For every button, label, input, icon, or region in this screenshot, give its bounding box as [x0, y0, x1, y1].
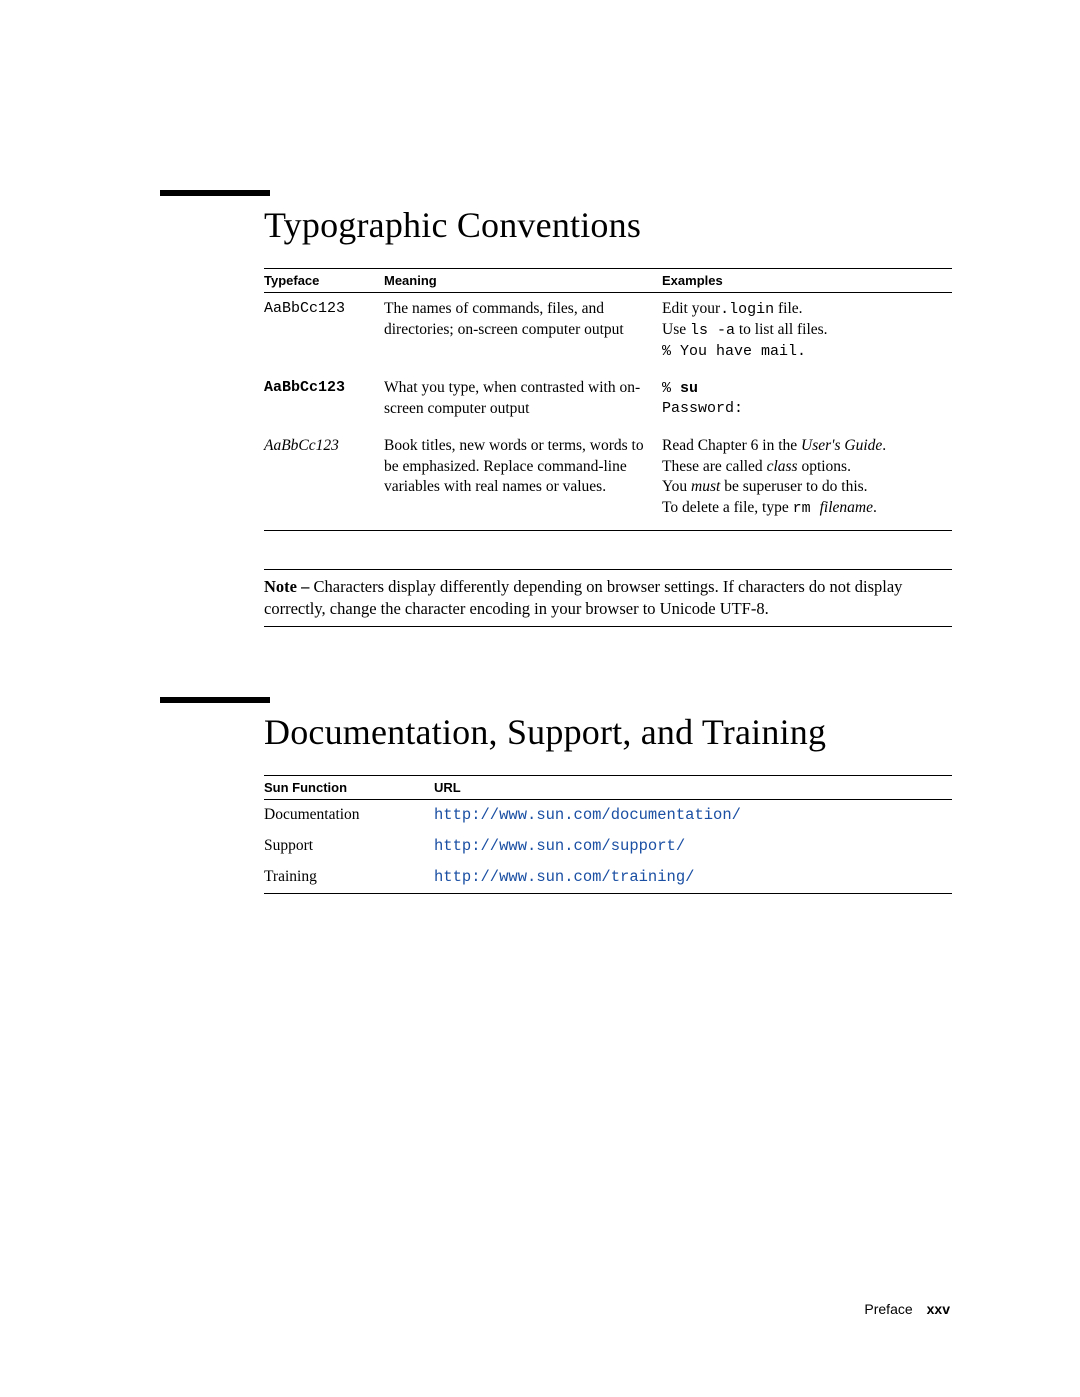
text: To delete a file, type [662, 499, 793, 516]
example-line: To delete a file, type rm filename. [662, 498, 952, 519]
note-text: Characters display differently depending… [264, 577, 902, 618]
text: You [662, 478, 691, 495]
example-line: Edit your.login file. [662, 299, 952, 320]
typeface-sample-mono: AaBbCc123 [264, 299, 384, 319]
section-divider [160, 190, 270, 196]
function-name: Support [264, 836, 434, 857]
table-row: AaBbCc123 Book titles, new words or term… [264, 430, 952, 531]
note-callout: Note – Characters display differently de… [264, 569, 952, 628]
training-link[interactable]: http://www.sun.com/training/ [434, 867, 952, 888]
text: Edit your [662, 300, 720, 317]
note-label: Note – [264, 577, 313, 596]
italic-text: must [691, 478, 720, 495]
text: . [873, 499, 877, 516]
code-text: rm [793, 500, 820, 517]
support-link[interactable]: http://www.sun.com/support/ [434, 836, 952, 857]
typeface-sample-italic: AaBbCc123 [264, 436, 384, 457]
text: options. [798, 458, 851, 475]
italic-text: User's Guide [801, 437, 882, 454]
example-line: These are called class options. [662, 457, 952, 478]
section-documentation-support-training: Documentation, Support, and Training Sun… [160, 697, 950, 894]
example-line: % su [662, 378, 952, 399]
col-header-url: URL [434, 780, 952, 795]
meaning-text: The names of commands, files, and direct… [384, 299, 662, 341]
text: to list all files. [735, 321, 828, 338]
footer-page-number: xxv [927, 1301, 950, 1317]
table-row: Support http://www.sun.com/support/ [264, 831, 952, 862]
example-line: Use ls -a to list all files. [662, 320, 952, 341]
examples-cell: % su Password: [662, 378, 952, 420]
example-line-code: % You have mail. [662, 342, 952, 362]
function-name: Documentation [264, 805, 434, 826]
col-header-typeface: Typeface [264, 273, 384, 288]
page-content: Typographic Conventions Typeface Meaning… [0, 0, 1080, 894]
typeface-sample-mono-bold: AaBbCc123 [264, 378, 384, 398]
table-row: Training http://www.sun.com/training/ [264, 862, 952, 894]
table-row: AaBbCc123 What you type, when contrasted… [264, 372, 952, 430]
code-bold-text: su [680, 380, 698, 397]
documentation-link[interactable]: http://www.sun.com/documentation/ [434, 805, 952, 826]
col-header-meaning: Meaning [384, 273, 662, 288]
examples-cell: Read Chapter 6 in the User's Guide. Thes… [662, 436, 952, 520]
example-line: Read Chapter 6 in the User's Guide. [662, 436, 952, 457]
italic-text: class [767, 458, 798, 475]
meaning-text: Book titles, new words or terms, words t… [384, 436, 662, 499]
text: be superuser to do this. [720, 478, 867, 495]
text: Read Chapter 6 in the [662, 437, 801, 454]
page-footer: Preface xxv [864, 1301, 950, 1317]
section-title-typographic: Typographic Conventions [264, 204, 950, 246]
table-row: AaBbCc123 The names of commands, files, … [264, 293, 952, 372]
code-text: ls -a [690, 322, 735, 339]
function-name: Training [264, 867, 434, 888]
example-line-code: Password: [662, 399, 952, 419]
text: file. [774, 300, 802, 317]
table-header-row: Typeface Meaning Examples [264, 268, 952, 293]
section-divider [160, 697, 270, 703]
footer-section-name: Preface [864, 1301, 912, 1317]
italic-text: filename [820, 499, 873, 516]
section-title-dst: Documentation, Support, and Training [264, 711, 950, 753]
text: Use [662, 321, 690, 338]
col-header-function: Sun Function [264, 780, 434, 795]
support-links-table: Sun Function URL Documentation http://ww… [264, 775, 952, 894]
code-text: % [662, 380, 680, 397]
examples-cell: Edit your.login file. Use ls -a to list … [662, 299, 952, 362]
meaning-text: What you type, when contrasted with on-s… [384, 378, 662, 420]
typographic-conventions-table: Typeface Meaning Examples AaBbCc123 The … [264, 268, 952, 531]
code-text: .login [720, 301, 774, 318]
table-row: Documentation http://www.sun.com/documen… [264, 800, 952, 831]
text: . [882, 437, 886, 454]
example-line: You must be superuser to do this. [662, 477, 952, 498]
text: These are called [662, 458, 767, 475]
col-header-examples: Examples [662, 273, 952, 288]
table-header-row: Sun Function URL [264, 775, 952, 800]
